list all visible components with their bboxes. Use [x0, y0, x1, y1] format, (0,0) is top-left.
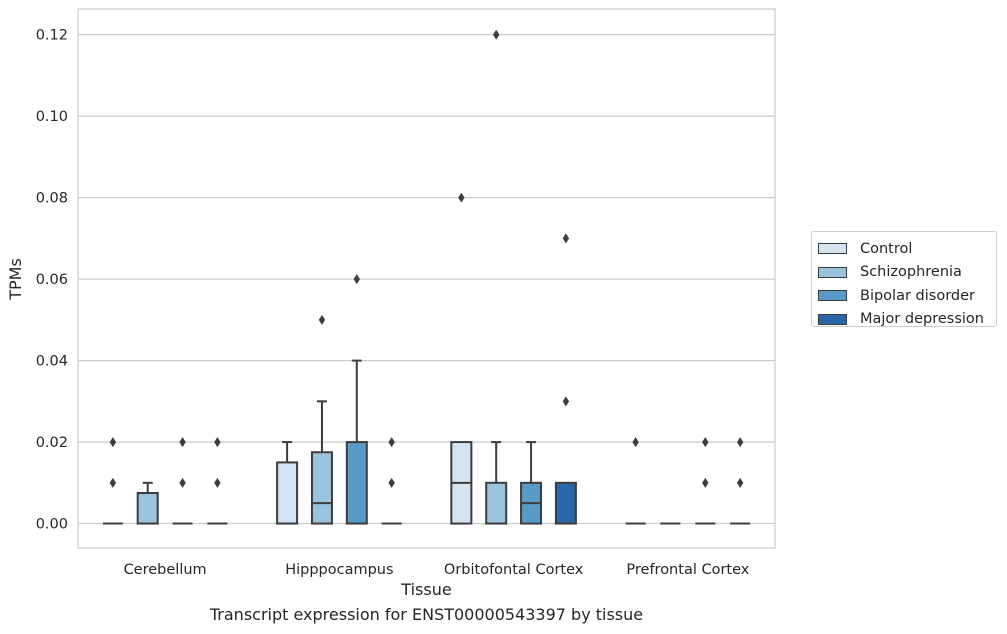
legend-item: Bipolar disorder	[818, 284, 996, 308]
x-tick-labels: Cerebellum Hipppocampus Orbitofontal Corte…	[124, 562, 750, 578]
x-tick-label: Orbitofontal Cortex	[444, 562, 584, 578]
y-tick-label: 0.04	[36, 354, 68, 370]
y-tick-label: 0.12	[36, 28, 68, 44]
box	[136, 492, 159, 525]
legend-label: Major depression	[860, 311, 984, 328]
outlier-point	[632, 437, 639, 448]
box	[310, 451, 333, 525]
y-tick-label: 0.02	[36, 435, 68, 451]
boxes-layer	[102, 29, 751, 525]
box	[345, 441, 368, 525]
outlier-point	[353, 274, 360, 285]
legend-swatch	[818, 266, 847, 278]
legend-swatch	[818, 290, 847, 302]
outlier-point	[736, 477, 744, 488]
outlier-point	[214, 437, 221, 448]
outlier-point	[318, 314, 326, 325]
box	[554, 481, 577, 525]
legend: Control Schizophrenia Bipolar disorder Majo…	[811, 231, 997, 327]
outlier-point	[388, 437, 395, 448]
legend-swatch	[818, 313, 847, 325]
y-tick-label: 0.10	[36, 109, 68, 125]
x-tick-label: Cerebellum	[124, 562, 207, 578]
y-tick-labels: 0.00 0.02 0.04 0.06 0.08 0.10 0.12	[36, 28, 68, 533]
outlier-point	[109, 437, 117, 448]
y-tick-label: 0.00	[36, 517, 68, 533]
outlier-point	[109, 477, 117, 488]
legend-label: Schizophrenia	[860, 264, 962, 281]
outlier-point	[702, 437, 709, 448]
legend-label: Control	[860, 240, 913, 257]
outlier-point	[388, 477, 395, 488]
box	[485, 481, 508, 525]
box	[276, 461, 299, 525]
figure-caption: Transcript expression for ENST0000054339…	[209, 605, 644, 624]
outlier-point	[562, 396, 570, 407]
x-axis-label: Tissue	[400, 580, 451, 599]
outlier-point	[458, 192, 465, 203]
legend-label: Bipolar disorder	[860, 287, 975, 304]
legend-item: Major depression	[818, 308, 996, 332]
outlier-point	[702, 477, 709, 488]
outlier-point	[736, 437, 744, 448]
y-axis-label: TPMs	[6, 258, 25, 301]
outlier-point	[214, 477, 221, 488]
x-tick-label: Hipppocampus	[285, 562, 393, 578]
x-tick-label: Prefrontal Cortex	[626, 562, 749, 578]
legend-swatch	[818, 243, 847, 255]
gridlines	[78, 34, 775, 525]
outlier-point	[179, 437, 186, 448]
plot-frame	[77, 8, 776, 549]
outlier-point	[493, 29, 500, 40]
outlier-point	[179, 477, 186, 488]
legend-item: Schizophrenia	[818, 261, 996, 285]
y-tick-label: 0.08	[36, 191, 68, 207]
outlier-point	[562, 233, 570, 244]
y-tick-label: 0.06	[36, 272, 68, 288]
legend-item: Control	[818, 237, 996, 261]
